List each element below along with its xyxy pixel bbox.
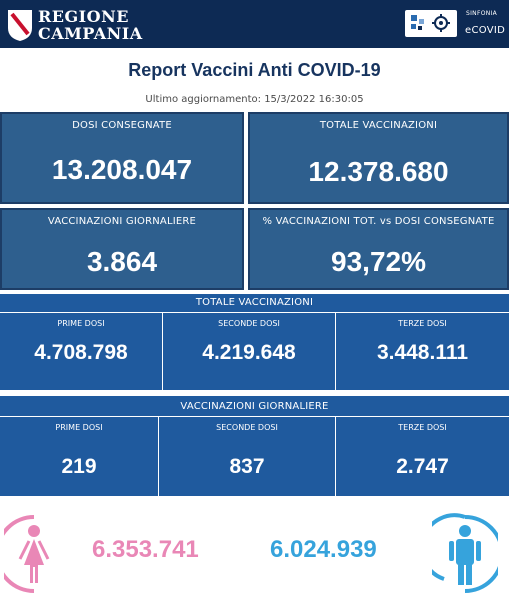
kpi-value: 93,72% <box>331 246 426 277</box>
column-label: SECONDE DOSI <box>216 423 278 432</box>
male-total: 6.024.939 <box>270 536 377 563</box>
female-person-icon <box>4 515 50 593</box>
sinfonia-label: SINFONIA <box>466 10 498 17</box>
column-label: TERZE DOSI <box>398 319 447 328</box>
column-terze-dosi: TERZE DOSI 3.448.111 <box>336 313 509 390</box>
column-value: 3.448.111 <box>376 341 469 364</box>
column-value: 4.708.798 <box>34 341 128 364</box>
column-seconde-dosi: SECONDE DOSI 837 <box>159 417 335 496</box>
brand-line-2: CAMPANIA <box>38 24 143 43</box>
column-label: TERZE DOSI <box>398 423 447 432</box>
page-title: Report Vaccini Anti COVID-19 <box>128 60 381 80</box>
column-terze-dosi: TERZE DOSI 2.747 <box>336 417 509 496</box>
divider <box>0 416 509 417</box>
last-update: Ultimo aggiornamento: 15/3/2022 16:30:05 <box>145 94 364 105</box>
male-person-icon <box>432 513 498 593</box>
female-total: 6.353.741 <box>92 536 199 563</box>
campania-logo-icon <box>8 10 32 41</box>
column-label: PRIME DOSI <box>55 423 103 432</box>
column-value: 2.747 <box>396 455 449 478</box>
panel-title: VACCINAZIONI GIORNALIERE <box>180 401 329 412</box>
app-name: eCOVID <box>465 25 506 36</box>
sinfonia-logo-icon <box>405 10 457 37</box>
kpi-label: VACCINAZIONI GIORNALIERE <box>47 216 197 227</box>
kpi-value: 12.378.680 <box>308 156 449 187</box>
column-separator <box>335 313 336 390</box>
column-value: 4.219.648 <box>202 341 296 364</box>
column-prime-dosi: PRIME DOSI 219 <box>0 417 158 496</box>
kpi-vaccinazioni-giornaliere: VACCINAZIONI GIORNALIERE 3.864 <box>0 208 244 290</box>
column-prime-dosi: PRIME DOSI 4.708.798 <box>0 313 162 390</box>
divider <box>0 312 509 313</box>
vaccinazioni-giornaliere-panel: VACCINAZIONI GIORNALIERE PRIME DOSI 219 … <box>0 396 509 496</box>
column-value: 219 <box>61 455 97 478</box>
kpi-label: TOTALE VACCINAZIONI <box>319 120 438 131</box>
column-separator <box>158 417 159 496</box>
column-label: PRIME DOSI <box>57 319 105 328</box>
column-value: 837 <box>229 455 265 478</box>
kpi-value: 13.208.047 <box>51 154 193 185</box>
column-separator <box>335 417 336 496</box>
column-seconde-dosi: SECONDE DOSI 4.219.648 <box>163 313 335 390</box>
kpi-totale-vaccinazioni: TOTALE VACCINAZIONI 12.378.680 <box>248 112 509 204</box>
totale-vaccinazioni-panel: TOTALE VACCINAZIONI PRIME DOSI 4.708.798… <box>0 294 509 390</box>
brand-line-1: REGIONE <box>38 7 129 26</box>
column-separator <box>162 313 163 390</box>
kpi-dosi-consegnate: DOSI CONSEGNATE 13.208.047 <box>0 112 244 204</box>
kpi-value: 3.864 <box>86 246 158 277</box>
panel-title: TOTALE VACCINAZIONI <box>195 297 314 308</box>
kpi-percentuale: % VACCINAZIONI TOT. vs DOSI CONSEGNATE 9… <box>248 208 509 290</box>
header-bar: REGIONE CAMPANIA SINFONIA eCOVID <box>0 0 509 48</box>
region-brand: REGIONE CAMPANIA <box>38 8 143 42</box>
column-label: SECONDE DOSI <box>218 319 280 328</box>
kpi-label: % VACCINAZIONI TOT. vs DOSI CONSEGNATE <box>262 216 495 227</box>
kpi-label: DOSI CONSEGNATE <box>72 120 172 131</box>
